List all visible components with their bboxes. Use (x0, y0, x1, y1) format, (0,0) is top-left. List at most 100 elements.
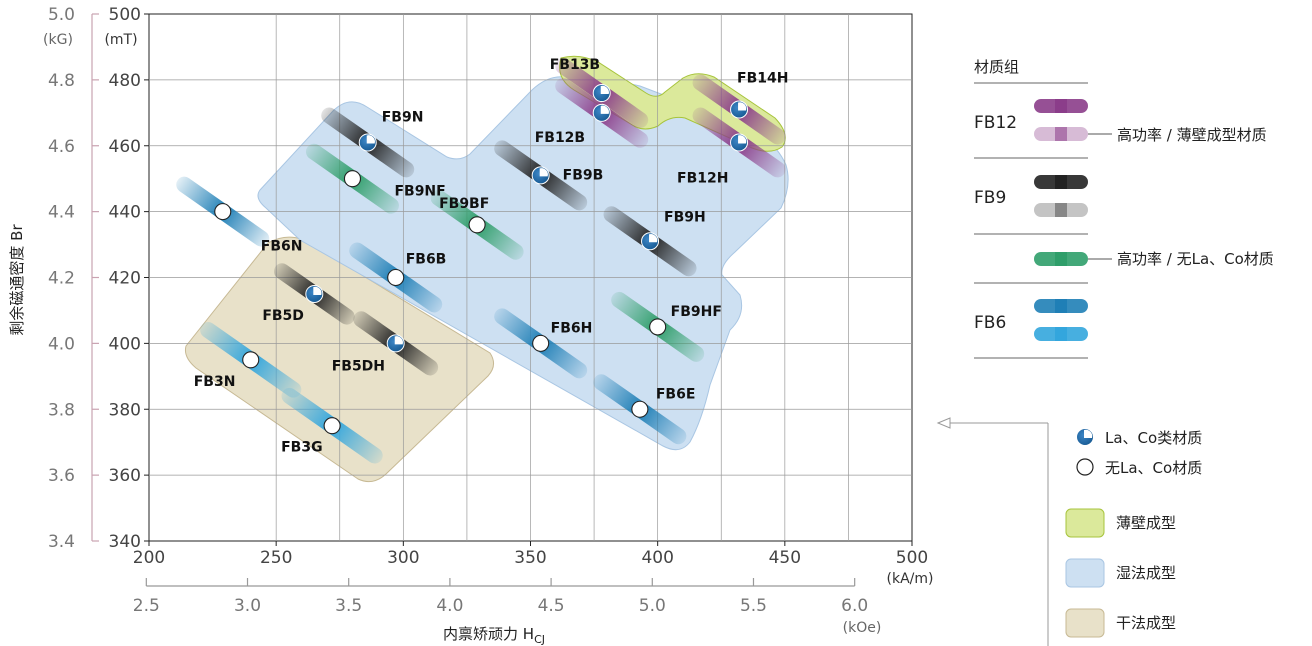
marker-free-fb6e (631, 400, 649, 418)
laco-highlight (738, 135, 747, 144)
y-cgs-tick-label: 4.0 (48, 334, 75, 354)
legend-region-dry: 干法成型 (1065, 608, 1176, 638)
x-cgs-tick-label: 6.0 (841, 596, 868, 616)
legend-swatch (1034, 203, 1088, 217)
y-cgs-tick-label: 4.2 (48, 269, 75, 289)
label-fb13b: FB13B (550, 57, 600, 73)
y-cgs-tick-label: 3.8 (48, 400, 75, 420)
marker-free-fb9bf (468, 216, 486, 234)
x-cgs-tick-label: 3.0 (234, 596, 261, 616)
laco-highlight (649, 234, 658, 243)
label-fb9nf: FB9NF (394, 184, 445, 200)
y-cgs-tick-label: 4.6 (48, 137, 75, 157)
label-fb12b: FB12B (535, 130, 585, 146)
marker-free-fb9nf (343, 170, 362, 188)
legend-region-thin: 薄壁成型 (1065, 508, 1176, 538)
region-wet-press (257, 76, 789, 451)
label-fb5dh: FB5DH (332, 358, 385, 374)
label-fb5d: FB5D (262, 308, 304, 324)
legend-marker-laco: La、Co类材质 (1076, 428, 1202, 447)
legend-group-title: 材质组 (974, 58, 1019, 76)
x-axis-title: 内禀矫顽力 HCJ (443, 625, 545, 646)
legend-region-wet: 湿法成型 (1065, 558, 1176, 588)
label-fb9n: FB9N (382, 109, 424, 125)
label-fb12h: FB12H (677, 170, 728, 186)
marker-laco-fb14h (730, 100, 749, 119)
y-tick-label: 380 (109, 400, 141, 420)
x-tick-label: 500 (896, 548, 928, 568)
y-axis-title: 剩余磁通密度 Br (8, 224, 26, 336)
x-cgs-tick-label: 4.0 (436, 596, 463, 616)
marker-laco-fb9h (641, 232, 660, 251)
x-unit-cgs: (kOe) (843, 620, 882, 636)
laco-highlight (394, 336, 403, 345)
x-tick-label: 200 (133, 548, 165, 568)
y-tick-label: 400 (109, 334, 141, 354)
marker-laco-fb9n (358, 133, 377, 152)
grid-layer: 200 250 300 350 400 450 500 340 360 380 400 420 440 4… (48, 5, 928, 616)
legend-swatch (1034, 327, 1088, 341)
x-cgs-tick-label: 2.5 (133, 596, 160, 616)
svg-text:La、Co类材质: La、Co类材质 (1105, 429, 1202, 447)
arrow-icon (936, 417, 951, 429)
marker-laco-fb9b (531, 166, 550, 185)
marker-laco-fb5dh (386, 334, 405, 353)
marker-laco-fb13b (592, 84, 611, 103)
x-cgs-tick-label: 3.5 (335, 596, 362, 616)
label-fb14h: FB14H (737, 71, 788, 87)
marker-layer (214, 84, 749, 435)
svg-text:无La、Co材质: 无La、Co材质 (1105, 459, 1202, 477)
laco-highlight (1084, 429, 1093, 438)
marker-free-fb3g (323, 417, 341, 435)
swatch-core (1055, 127, 1067, 141)
legend-swatch (1034, 99, 1088, 113)
legend-swatches (1034, 99, 1088, 341)
label-fb9h: FB9H (664, 209, 706, 225)
y-cgs-tick-label: 5.0 (48, 5, 75, 25)
y-tick-label: 460 (109, 137, 141, 157)
laco-highlight (600, 85, 609, 95)
y-tick-label: 480 (109, 71, 141, 91)
legend-swatch (1034, 175, 1088, 189)
x-unit-si: (kA/m) (887, 571, 934, 587)
y-cgs-tick-label: 3.4 (48, 532, 75, 552)
label-fb9hf: FB9HF (671, 304, 722, 320)
x-cgs-tick-label: 5.0 (639, 596, 666, 616)
legend-group-fb6: FB6 (974, 313, 1006, 333)
y-cgs-tick-label: 3.6 (48, 466, 75, 486)
svg-text:干法成型: 干法成型 (1116, 614, 1176, 632)
laco-highlight (313, 286, 322, 295)
marker-free-fb6h (532, 334, 550, 352)
laco-marker-icon (1076, 428, 1094, 446)
y-tick-label: 440 (109, 203, 141, 223)
wet-swatch (1065, 558, 1105, 588)
x-tick-label: 250 (260, 548, 292, 568)
x-cgs-tick-label: 4.5 (538, 596, 565, 616)
x-tick-label: 450 (769, 548, 801, 568)
y-cgs-tick-label: 4.8 (48, 71, 75, 91)
swatch-core (1055, 299, 1067, 313)
marker-laco-fb5d (305, 284, 324, 303)
swatch-core (1055, 99, 1067, 113)
y-unit-si: (mT) (104, 32, 137, 48)
laco-highlight (539, 168, 548, 177)
legend-swatch (1034, 299, 1088, 313)
x-tick-label: 400 (641, 548, 673, 568)
dry-swatch (1065, 608, 1105, 638)
y-tick-label: 340 (109, 532, 141, 552)
svg-text:湿法成型: 湿法成型 (1116, 564, 1176, 582)
label-fb6n: FB6N (261, 239, 303, 255)
legend: 材质组 FB12 高功率 / 薄壁成型材质 FB9 高功率 / 无La、Co材质… (936, 58, 1274, 646)
legend-marker-free: 无La、Co材质 (1076, 458, 1202, 477)
legend-group-fb12: FB12 (974, 113, 1017, 133)
svg-text:薄壁成型: 薄壁成型 (1116, 514, 1176, 532)
marker-free-fb9hf (649, 318, 667, 336)
legend-swatch (1034, 252, 1088, 266)
label-fb6b: FB6B (406, 252, 447, 268)
swatch-core (1055, 252, 1067, 266)
swatch-core (1055, 175, 1067, 189)
swatch-core (1055, 327, 1067, 341)
label-fb9b: FB9B (563, 167, 604, 183)
legend-note-fb12: 高功率 / 薄壁成型材质 (1117, 126, 1267, 144)
marker-free-fb6b (387, 268, 405, 287)
